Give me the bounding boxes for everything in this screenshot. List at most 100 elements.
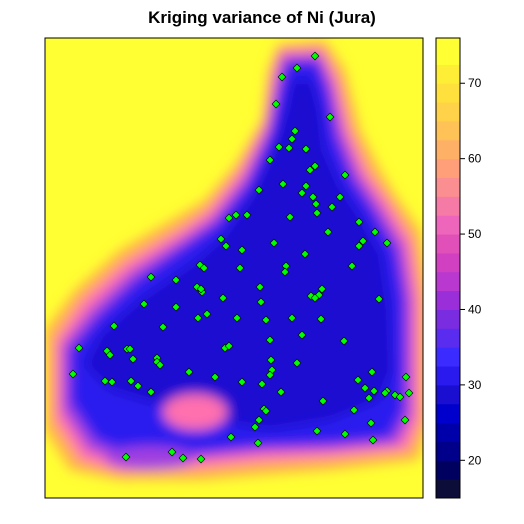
- observation-point: [287, 134, 297, 144]
- observation-point: [401, 372, 411, 382]
- observation-point: [310, 161, 320, 171]
- observation-point: [218, 293, 228, 303]
- observation-point: [301, 144, 311, 154]
- colorbar-level: [436, 139, 460, 160]
- observation-point: [310, 293, 320, 303]
- plot-frame: [44, 37, 424, 499]
- observation-point: [254, 415, 264, 425]
- observation-point: [266, 355, 276, 365]
- observation-point: [369, 386, 379, 396]
- colorbar-level: [436, 38, 460, 65]
- observation-point: [278, 179, 288, 189]
- observation-point: [193, 313, 203, 323]
- observation-point: [100, 376, 110, 386]
- observation-point: [287, 313, 297, 323]
- observation-point: [235, 263, 245, 273]
- variance-blob-lower-left: [163, 394, 227, 430]
- observation-point: [318, 396, 328, 406]
- observation-point: [311, 199, 321, 209]
- plot-area: [44, 37, 424, 499]
- observation-point: [261, 406, 271, 416]
- observation-point: [367, 367, 377, 377]
- observation-point: [301, 181, 311, 191]
- colorbar-frame: [435, 37, 461, 499]
- observation-point: [155, 360, 165, 370]
- colorbar-level: [436, 234, 460, 254]
- observation-point: [221, 241, 231, 251]
- colorbar-tick-label: 50: [468, 227, 482, 241]
- observation-point: [292, 63, 302, 73]
- observation-point: [395, 392, 405, 402]
- observation-point: [128, 354, 138, 364]
- colorbar-level: [436, 64, 460, 84]
- observation-point: [277, 72, 287, 82]
- observation-point: [366, 418, 376, 428]
- observation-point: [146, 272, 156, 282]
- colorbar-level: [436, 158, 460, 179]
- observation-point: [265, 370, 275, 380]
- observation-point: [380, 388, 390, 398]
- colorbar-level: [436, 479, 460, 499]
- chart-title: Kriging variance of Ni (Jura): [148, 8, 376, 27]
- colorbar-level: [436, 215, 460, 235]
- observation-point: [158, 322, 168, 332]
- colorbar-tick-label: 70: [468, 76, 482, 90]
- observation-point: [242, 210, 252, 220]
- observation-point: [335, 192, 345, 202]
- observation-point: [368, 435, 378, 445]
- observation-point: [254, 185, 264, 195]
- observation-point: [297, 188, 307, 198]
- colorbar-tick-label: 60: [468, 152, 482, 166]
- observation-point: [347, 261, 357, 271]
- observation-point: [139, 299, 149, 309]
- observation-point: [285, 212, 295, 222]
- observation-point: [276, 387, 286, 397]
- colorbar-level: [436, 271, 460, 292]
- colorbar-level: [436, 252, 460, 273]
- observation-point: [349, 405, 359, 415]
- observation-point: [171, 302, 181, 312]
- colorbar-level: [436, 384, 460, 405]
- observation-point: [310, 51, 320, 61]
- observation-point: [226, 432, 236, 442]
- observation-point: [109, 321, 119, 331]
- observation-point: [323, 227, 333, 237]
- observation-point: [126, 376, 136, 386]
- observation-point: [354, 241, 364, 251]
- observation-point: [146, 387, 156, 397]
- colorbar-level: [436, 328, 460, 348]
- observation-point: [312, 426, 322, 436]
- observation-point: [210, 372, 220, 382]
- observation-point: [167, 447, 177, 457]
- observation-point: [265, 155, 275, 165]
- observation-point: [297, 330, 307, 340]
- observation-point: [107, 377, 117, 387]
- observation-point: [224, 213, 234, 223]
- observation-point: [340, 429, 350, 439]
- observation-point: [317, 284, 327, 294]
- observation-point: [340, 170, 350, 180]
- observation-point: [316, 314, 326, 324]
- observation-points: [68, 51, 414, 464]
- observation-point: [269, 238, 279, 248]
- observation-point: [216, 234, 226, 244]
- observation-point: [237, 245, 247, 255]
- observation-point: [300, 249, 310, 259]
- observation-point: [305, 165, 315, 175]
- observation-point: [257, 379, 267, 389]
- colorbar-level: [436, 309, 460, 329]
- observation-point: [105, 350, 115, 360]
- observation-point: [121, 452, 131, 462]
- observation-point: [196, 284, 206, 294]
- observation-point: [271, 99, 281, 109]
- colorbar-tick-label: 40: [468, 302, 482, 316]
- observation-point: [171, 275, 181, 285]
- observation-point: [353, 375, 363, 385]
- observation-point: [358, 236, 368, 246]
- observation-point: [237, 377, 247, 387]
- colorbar-level: [436, 460, 460, 480]
- observation-point: [68, 369, 78, 379]
- observation-point: [250, 422, 260, 432]
- observation-point: [255, 282, 265, 292]
